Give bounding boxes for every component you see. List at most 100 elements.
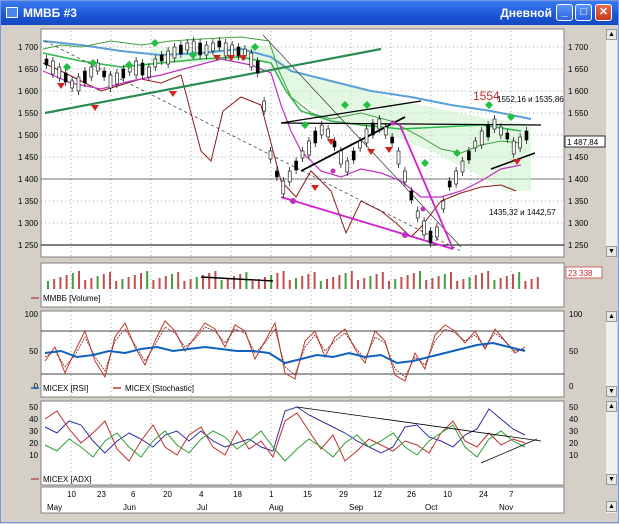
chart-app-icon	[6, 7, 18, 18]
volume-bar	[152, 280, 155, 289]
candle-body	[211, 42, 215, 52]
volume-bar	[133, 275, 136, 289]
volume-bar	[437, 276, 440, 289]
volume-bar	[90, 278, 93, 289]
volume-bar	[146, 271, 149, 289]
volume-bar	[53, 279, 56, 289]
candle-body	[371, 122, 375, 136]
channel-line-magenta	[280, 196, 454, 250]
osc-tick-label: 50	[569, 347, 578, 356]
close-icon: ✕	[598, 6, 609, 18]
candle-body	[441, 200, 446, 210]
scroll-down-icon[interactable]: ▼	[606, 386, 617, 397]
candle-body	[89, 66, 94, 78]
candle-body	[134, 60, 138, 76]
candle-body	[377, 118, 382, 130]
scroll-up-icon[interactable]: ▲	[606, 311, 617, 322]
time-day-label: 4	[199, 490, 204, 499]
adx-line	[44, 406, 526, 454]
annotation-high-detail: 1552,16 и 1535,86	[497, 95, 564, 104]
candle-body	[268, 150, 273, 160]
stochastic-line	[44, 320, 526, 382]
adx-pane[interactable]	[40, 400, 565, 486]
candle-body	[51, 60, 55, 75]
price-tick-label: 1 400	[568, 175, 589, 184]
title-bar[interactable]: ММВБ #3 Дневной _ □ ✕	[1, 1, 618, 25]
osc-tick-label: 0	[569, 382, 574, 391]
candle-body	[390, 136, 394, 144]
volume-bar	[102, 274, 105, 289]
candle-body	[44, 58, 49, 66]
candle-body	[57, 66, 62, 79]
time-month-label: Jun	[123, 503, 136, 512]
volume-bar	[140, 273, 142, 289]
candle-body	[492, 118, 497, 130]
candle-body	[255, 60, 260, 74]
volume-bar	[78, 271, 80, 289]
close-button[interactable]: ✕	[595, 4, 612, 21]
volume-bar	[96, 276, 99, 289]
volume-bar	[363, 278, 366, 289]
volume-bar	[121, 279, 124, 289]
time-month-label: Oct	[425, 503, 438, 512]
volume-bar	[400, 277, 403, 289]
volume-bar	[251, 281, 254, 289]
time-day-label: 23	[97, 490, 106, 499]
candle-body	[166, 50, 170, 65]
scroll-down-icon[interactable]: ▼	[606, 246, 617, 257]
candle-body	[511, 140, 516, 155]
oscillator-pane[interactable]	[40, 310, 565, 398]
candle-body	[313, 130, 318, 144]
osc-right-axis: 100 50 0	[569, 310, 583, 391]
scroll-down-icon[interactable]: ▼	[606, 474, 617, 485]
maximize-button[interactable]: □	[575, 4, 592, 21]
price-tick-label: 1 350	[18, 197, 39, 206]
time-day-label: 24	[479, 490, 488, 499]
candle-body	[460, 160, 465, 173]
candle-body	[95, 62, 100, 72]
uptrend-line-black	[300, 116, 406, 172]
volume-current-value: 23 338	[568, 269, 593, 278]
volume-bar	[257, 279, 260, 289]
volume-bar	[493, 280, 496, 289]
scroll-up-icon[interactable]: ▲	[606, 29, 617, 40]
volume-bar	[220, 280, 223, 289]
time-month-label: Sep	[349, 503, 364, 512]
period-label[interactable]: Дневной	[500, 6, 552, 20]
candle-body	[467, 150, 471, 161]
candlestick-series	[44, 37, 529, 247]
price-left-axis: 1 700 1 650 1 600 1 550 1 500 1 450 1 400 1 350…	[18, 43, 39, 250]
adx-scrollbar[interactable]: ▲ ▼	[606, 401, 617, 485]
minimize-button[interactable]: _	[556, 4, 573, 21]
scroll-up-icon[interactable]: ▲	[606, 401, 617, 412]
candle-body	[204, 44, 209, 56]
volume-bar	[530, 279, 533, 289]
adx-trend-line	[296, 406, 542, 442]
time-day-label: 20	[163, 490, 172, 499]
di-minus-line	[44, 410, 526, 462]
volume-bar	[375, 274, 378, 289]
candle-body	[403, 170, 407, 183]
volume-value-box	[565, 266, 603, 279]
candle-body	[339, 150, 343, 165]
candle-body	[396, 150, 401, 165]
time-scrollbar[interactable]: ▲	[606, 501, 617, 513]
volume-bar	[307, 274, 310, 289]
short-trend-line-black	[490, 152, 536, 170]
price-tick-label: 1 400	[18, 175, 39, 184]
candle-body	[236, 46, 241, 57]
volume-bar	[264, 277, 266, 289]
osc-scrollbar[interactable]: ▲ ▼	[606, 311, 617, 397]
price-right-axis: 1 700 1 650 1 600 1 550 1 450 1 400 1 350 1 300…	[568, 43, 589, 250]
volume-bar	[202, 275, 204, 289]
momentum-line	[42, 62, 517, 238]
candle-body	[326, 128, 330, 138]
price-scrollbar[interactable]: ▲ ▼	[606, 29, 617, 257]
volume-bar	[47, 281, 49, 289]
scroll-up-icon[interactable]: ▲	[606, 501, 617, 512]
volume-bar	[456, 281, 459, 289]
osc-tick-label: 0	[34, 382, 39, 391]
adx-tick-label: 50	[569, 403, 578, 412]
time-day-label: 6	[131, 490, 136, 499]
